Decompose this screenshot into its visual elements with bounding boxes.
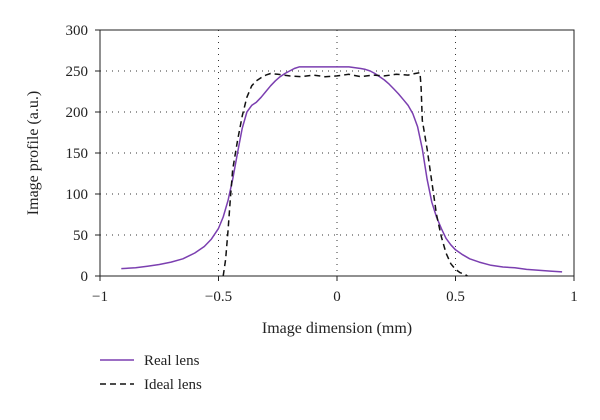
y-tick-label: 300: [66, 23, 89, 39]
series-line-real-lens: [121, 66, 563, 273]
y-tick-label: 250: [66, 64, 89, 80]
x-tick-label: −1: [92, 289, 108, 305]
y-tick-label: 100: [66, 187, 89, 203]
legend-label: Ideal lens: [144, 377, 202, 393]
legend-label: Real lens: [144, 353, 200, 369]
x-tick-label: 1: [570, 289, 578, 305]
y-tick-label: 150: [66, 146, 89, 162]
x-tick-label: 0: [333, 289, 341, 305]
legend: Real lens Ideal lens: [100, 353, 202, 393]
x-tick-label: −0.5: [205, 289, 232, 305]
y-tick-label: 50: [73, 228, 88, 244]
x-axis-label: Image dimension (mm): [262, 320, 412, 337]
y-tick-label: 200: [66, 105, 89, 121]
y-tick-label: 0: [81, 269, 89, 285]
series-line-ideal-lens: [222, 71, 468, 277]
series-layer: [121, 66, 563, 277]
axis-ticks: 0 50 100 150 200 250 300 −1 −0.5 0 0.5 1: [66, 23, 578, 305]
x-tick-label: 0.5: [446, 289, 465, 305]
y-axis-label: Image profile (a.u.): [25, 91, 42, 215]
grid-lines: [100, 30, 574, 276]
